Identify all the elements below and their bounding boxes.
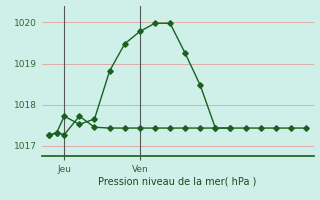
X-axis label: Pression niveau de la mer( hPa ): Pression niveau de la mer( hPa ) <box>99 177 257 187</box>
